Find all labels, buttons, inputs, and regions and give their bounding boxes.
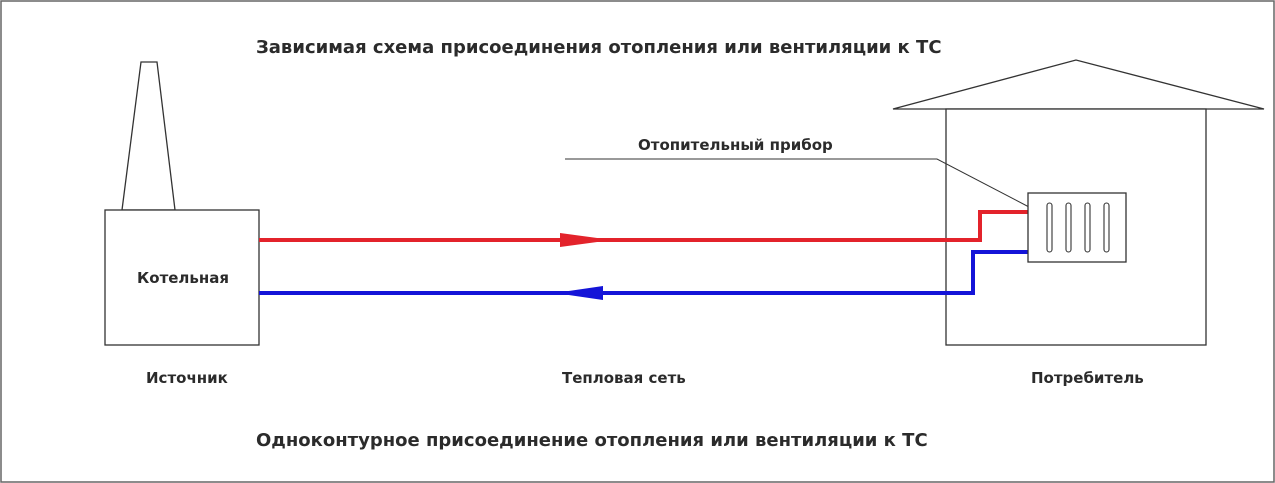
- supply-arrow: [560, 233, 612, 247]
- radiator-leader-line: [565, 158, 1030, 208]
- network-caption: Тепловая сеть: [562, 369, 686, 387]
- diagram-title: Зависимая схема присоединения отопления …: [256, 37, 942, 58]
- radiator-icon: [1027, 192, 1127, 263]
- boiler-house-icon: [104, 61, 260, 346]
- diagram-subtitle: Одноконтурное присоединение отопления ил…: [256, 430, 928, 451]
- source-caption: Источник: [146, 369, 228, 387]
- house-roof: [892, 59, 1265, 110]
- supply-pipe: [259, 210, 1028, 242]
- return-pipe: [259, 250, 1028, 295]
- radiator-fin: [1103, 202, 1110, 253]
- radiator-label: Отопительный прибор: [638, 136, 833, 154]
- consumer-caption: Потребитель: [1031, 369, 1144, 387]
- chimney-icon: [121, 61, 176, 211]
- return-arrow: [555, 286, 603, 300]
- radiator-fin: [1084, 202, 1091, 253]
- radiator-body: [1027, 192, 1127, 263]
- radiator-fin: [1046, 202, 1053, 253]
- boiler-house-label: Котельная: [137, 269, 230, 287]
- boiler-house-box: [104, 209, 260, 346]
- radiator-fin: [1065, 202, 1072, 253]
